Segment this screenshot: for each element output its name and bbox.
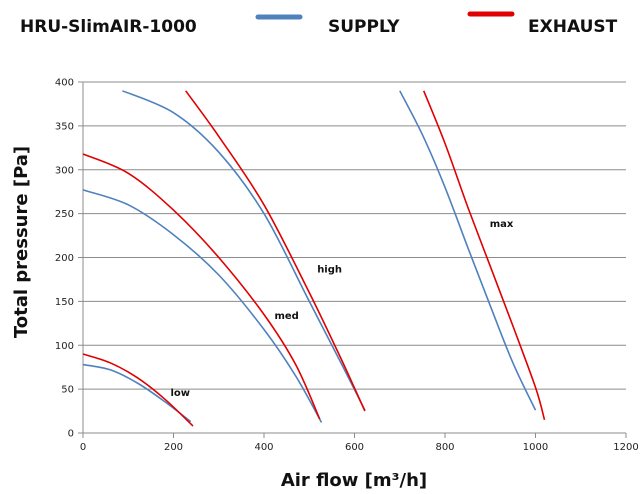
x-tick-label: 1000 — [523, 442, 548, 453]
x-tick-label: 400 — [254, 442, 273, 453]
series-line-supply-0 — [82, 363, 192, 423]
annotations: low med high max — [171, 219, 514, 399]
y-axis-label: Total pressure [Pa] — [11, 146, 32, 338]
chart-title: HRU-SlimAIR-1000 — [20, 17, 197, 37]
y-tick-label: 100 — [55, 341, 74, 352]
y-tick-label: 200 — [55, 253, 74, 264]
series-lines — [82, 90, 546, 427]
axes — [78, 81, 627, 438]
grid-lines — [83, 81, 626, 390]
y-tick-label: 300 — [55, 165, 74, 176]
legend: SUPPLY EXHAUST — [255, 11, 618, 37]
series-line-exhaust-3 — [82, 153, 321, 420]
series-line-supply-6 — [399, 90, 537, 411]
x-tick-label: 200 — [164, 442, 183, 453]
y-tick-label: 350 — [55, 121, 74, 132]
annotation-max: max — [490, 219, 514, 230]
legend-exhaust-label: EXHAUST — [528, 17, 618, 37]
annotation-low: low — [171, 388, 191, 399]
tick-labels: 0 50 100 150 200 250 300 350 400 0 200 400 600 800 100… — [55, 78, 639, 454]
y-tick-label: 250 — [55, 209, 74, 220]
annotation-med: med — [274, 311, 298, 322]
legend-supply-label: SUPPLY — [328, 17, 400, 37]
y-tick-label: 0 — [68, 429, 74, 440]
series-line-supply-2 — [82, 189, 323, 423]
x-tick-label: 1200 — [613, 442, 638, 453]
x-tick-label: 600 — [345, 442, 364, 453]
x-tick-label: 0 — [80, 442, 86, 453]
annotation-high: high — [317, 264, 342, 275]
series-line-supply-4 — [122, 90, 366, 411]
x-tick-label: 800 — [435, 442, 454, 453]
series-line-exhaust-5 — [185, 90, 366, 412]
y-tick-label: 50 — [61, 385, 74, 396]
x-axis-label: Air flow [m³/h] — [281, 470, 427, 491]
series-line-exhaust-1 — [82, 353, 194, 427]
y-tick-label: 400 — [55, 78, 74, 89]
series-line-exhaust-7 — [422, 90, 546, 421]
y-tick-label: 150 — [55, 297, 74, 308]
